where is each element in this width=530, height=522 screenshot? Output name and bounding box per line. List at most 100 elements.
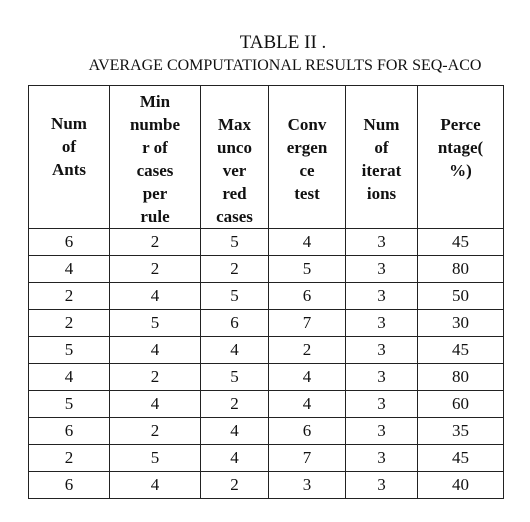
- header-line: test: [294, 184, 320, 203]
- header-line: Ants: [51, 160, 86, 179]
- data-cell: 4: [200, 417, 269, 445]
- header-cell: Conv ergen ce test: [268, 85, 346, 229]
- header-line: of: [374, 138, 389, 157]
- data-cell: 60: [417, 390, 504, 418]
- data-cell: 6: [200, 309, 269, 337]
- data-cell: 80: [417, 363, 504, 391]
- data-cell: 4: [109, 390, 201, 418]
- data-cell: 4: [200, 336, 269, 364]
- data-cell: 4: [28, 363, 110, 391]
- data-cell: 7: [268, 309, 346, 337]
- data-cell: 5: [109, 309, 201, 337]
- data-cell: 2: [109, 228, 201, 256]
- data-cell: 5: [200, 363, 269, 391]
- data-cell: 4: [268, 228, 346, 256]
- data-cell: 3: [345, 363, 418, 391]
- data-cell: 4: [109, 282, 201, 310]
- header-line: unco: [217, 138, 252, 157]
- header-line: Num: [51, 114, 87, 133]
- data-cell: 40: [417, 471, 504, 499]
- data-cell: 5: [28, 336, 110, 364]
- header-line: of: [61, 137, 77, 156]
- header-line: Conv: [287, 115, 327, 134]
- data-cell: 45: [417, 228, 504, 256]
- header-line: numbe: [129, 115, 181, 134]
- data-cell: 3: [345, 309, 418, 337]
- header-cell: Min numbe r of cases per rule: [109, 85, 201, 229]
- data-row: 6 2 5 4 3 45: [28, 228, 504, 256]
- data-cell: 4: [109, 471, 201, 499]
- table-subtitle: AVERAGE COMPUTATIONAL RESULTS FOR SEQ-AC…: [88, 57, 482, 74]
- header-line: ce: [299, 161, 315, 180]
- header-line: cases: [216, 207, 253, 226]
- data-cell: 6: [28, 471, 110, 499]
- data-cell: 45: [417, 444, 504, 472]
- data-cell: 2: [28, 309, 110, 337]
- data-cell: 2: [200, 255, 269, 283]
- data-row: 2 5 6 7 3 30: [28, 309, 504, 337]
- header-cell: Perce ntage(%): [417, 85, 504, 229]
- data-cell: 30: [417, 309, 504, 337]
- data-cell: 6: [268, 282, 346, 310]
- header-line: rule: [140, 207, 170, 226]
- data-row: 4 2 2 5 3 80: [28, 255, 504, 283]
- header-line: cases: [136, 161, 174, 180]
- header-line: Min: [139, 92, 171, 111]
- data-cell: 6: [28, 417, 110, 445]
- header-line: per: [142, 184, 168, 203]
- data-cell: 6: [28, 228, 110, 256]
- data-row: 2 5 4 7 3 45: [28, 444, 504, 472]
- data-cell: 4: [200, 444, 269, 472]
- data-row: 5 4 4 2 3 45: [28, 336, 504, 364]
- data-cell: 35: [417, 417, 504, 445]
- data-cell: 2: [200, 390, 269, 418]
- header-line: iterat: [361, 161, 402, 180]
- data-cell: 3: [345, 390, 418, 418]
- data-cell: 2: [28, 444, 110, 472]
- data-cell: 4: [109, 336, 201, 364]
- header-cell: Max unco ver red cases: [200, 85, 269, 229]
- header-line: Max: [217, 115, 252, 134]
- data-cell: 5: [109, 444, 201, 472]
- data-row: 6 4 2 3 3 40: [28, 471, 504, 499]
- data-row: 4 2 5 4 3 80: [28, 363, 504, 391]
- data-cell: 6: [268, 417, 346, 445]
- header-line: ergen: [286, 138, 328, 157]
- header-line: ver: [222, 161, 247, 180]
- data-cell: 2: [109, 255, 201, 283]
- table-body: 6 2 5 4 3 45 4 2 2 5 3 80 2 4 5 6 3 50 2 5 6 7 3 30 5 4 4 2 3 45 4 2 5 4 3…: [28, 228, 504, 499]
- data-cell: 2: [268, 336, 346, 364]
- data-cell: 50: [417, 282, 504, 310]
- data-cell: 80: [417, 255, 504, 283]
- data-cell: 5: [28, 390, 110, 418]
- data-cell: 45: [417, 336, 504, 364]
- results-table: Num of Ants Min numbe r of cases per rule Max unco…: [28, 85, 504, 499]
- header-line: Perce: [440, 115, 481, 134]
- data-cell: 4: [268, 390, 346, 418]
- data-cell: 3: [345, 471, 418, 499]
- data-cell: 7: [268, 444, 346, 472]
- data-cell: 5: [200, 228, 269, 256]
- header-line: red: [222, 184, 247, 203]
- data-cell: 3: [345, 282, 418, 310]
- data-cell: 5: [268, 255, 346, 283]
- data-cell: 3: [268, 471, 346, 499]
- table-title: TABLE II .: [239, 32, 327, 53]
- data-cell: 3: [345, 336, 418, 364]
- header-line: Num: [363, 115, 400, 134]
- data-row: 2 4 5 6 3 50: [28, 282, 504, 310]
- header-row: Num of Ants Min numbe r of cases per rule Max unco…: [28, 85, 504, 229]
- table-head: Num of Ants Min numbe r of cases per rule Max unco…: [28, 85, 504, 229]
- data-cell: 5: [200, 282, 269, 310]
- header-cell: Num of Ants: [28, 85, 110, 229]
- header-line: %): [449, 161, 472, 180]
- data-cell: 3: [345, 255, 418, 283]
- header-cell: Num of iterat ions: [345, 85, 418, 229]
- data-cell: 3: [345, 228, 418, 256]
- header-line: ions: [366, 184, 397, 203]
- data-cell: 2: [28, 282, 110, 310]
- data-cell: 3: [345, 444, 418, 472]
- data-row: 5 4 2 4 3 60: [28, 390, 504, 418]
